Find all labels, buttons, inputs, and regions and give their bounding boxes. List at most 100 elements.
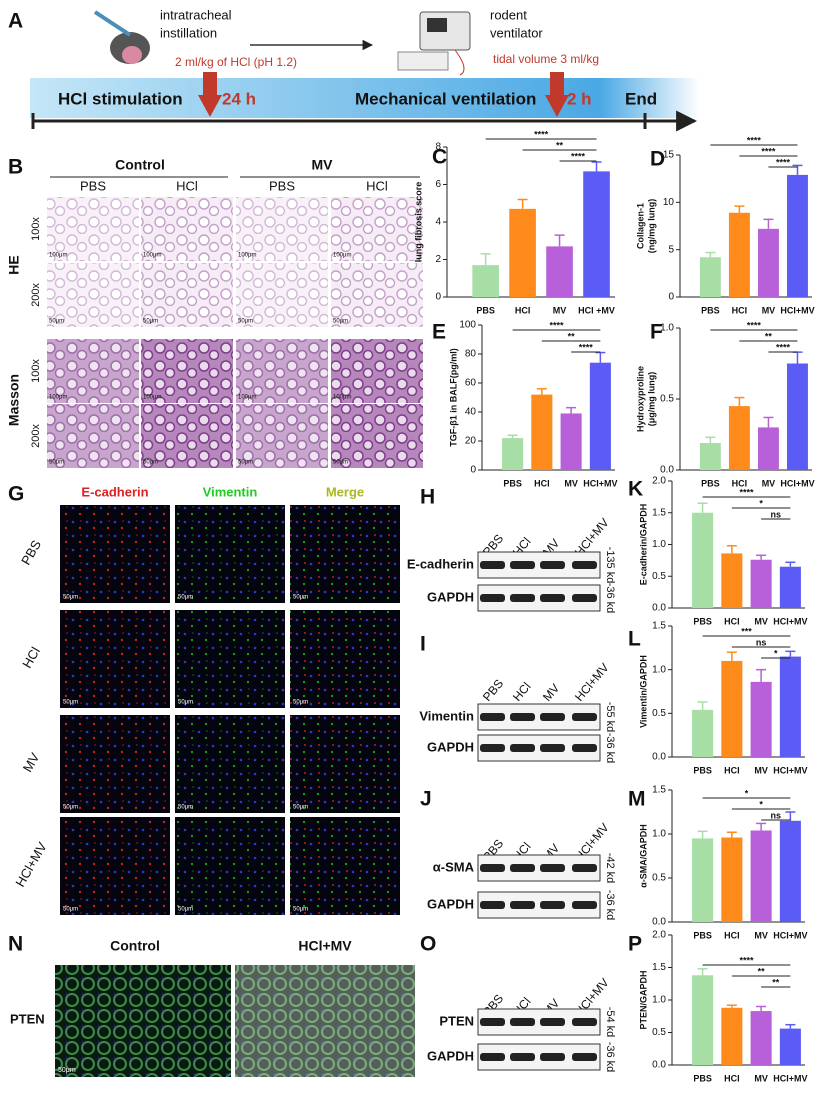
significance-label: **** [739,955,754,965]
magnification-label: 200x [30,424,42,448]
bar [750,681,772,757]
panel-letter: O [420,933,436,956]
fluorescence-image [290,817,400,915]
stage-duration: 24 h [222,89,256,108]
bar [583,171,610,297]
group-header: Control [110,938,160,954]
y-tick-label: 1.0 [652,995,666,1006]
blot-band [510,594,535,602]
x-tick-label: PBS [693,1073,712,1083]
dose-label: 2 ml/kg of HCl (pH 1.2) [175,55,297,69]
blot-band [480,713,505,721]
y-tick-label: 20 [465,436,477,447]
column-label: PBS [269,178,295,193]
significance-label: ** [556,140,564,150]
scale-bar-label: 100μm [238,253,256,259]
scale-bar-label: 100μm [333,395,351,401]
histology-image [331,339,423,403]
bar [757,427,779,470]
panel-letter: K [628,478,643,501]
y-tick-label: 1.5 [652,621,666,632]
tidal-label: tidal volume 3 ml/kg [493,52,599,66]
scale-bar-label: 50μm [63,907,78,913]
x-tick-label: HCI+MV [773,1073,807,1083]
y-tick-label: 0.5 [652,873,666,884]
stain-label: HE [6,255,22,274]
significance-label: ns [770,509,781,519]
x-tick-label: HCI [724,765,740,775]
histology-image [331,404,423,468]
scale-bar-label: 50μm [333,319,348,325]
x-tick-label: HCI+MV [773,616,807,626]
histology-image [331,263,423,327]
panel-letter: G [8,483,24,506]
fluorescence-image [55,965,231,1077]
group-header: HCl+MV [298,938,352,954]
x-tick-label: PBS [701,305,720,315]
bar [502,438,524,470]
kd-label: -36 kd [604,890,616,921]
blot-band [480,1053,505,1061]
x-tick-label: MV [754,765,768,775]
group-header: MV [312,157,334,173]
x-tick-label: PBS [503,478,522,488]
protein-label: GAPDH [427,589,474,604]
significance-label: **** [579,342,594,352]
stage-duration: 2 h [567,89,592,108]
blot-band [572,561,597,569]
timeline-band [30,78,700,118]
y-tick-label: 2.0 [652,476,666,487]
x-tick-label: PBS [701,478,720,488]
scale-bar-label: 50μm [63,805,78,811]
y-tick-label: 1.5 [652,507,666,518]
bar [757,228,779,297]
x-tick-label: HCI [732,478,748,488]
magnification-label: 100x [30,217,42,241]
blot-band [480,594,505,602]
stage-label: End [625,89,657,108]
blot-band [480,561,505,569]
bar [472,265,499,297]
fluorescence-image [60,817,170,915]
scale-bar-label: 50μm [293,907,308,913]
histology-image [141,197,233,261]
step-label: intratracheal [160,7,232,22]
marker-label: PTEN [10,1011,45,1026]
row-label: MV [20,750,43,775]
y-tick-label: 5 [668,244,674,255]
bar [728,406,750,470]
panel-letter: J [420,788,432,811]
scale-bar-label: 50μm [49,319,64,325]
y-tick-label: 0.0 [660,465,674,476]
y-tick-label: 0.0 [652,752,666,763]
y-tick-label: 2 [435,254,441,265]
significance-label: ** [568,331,576,341]
fluorescence-image [290,715,400,813]
channel-header: Merge [326,484,364,499]
fluorescence-image [175,505,285,603]
step-label: instillation [160,25,217,40]
scale-bar-label: 50μm [58,1067,76,1074]
panel-letter: H [420,486,435,509]
y-tick-label: 15 [663,150,675,161]
y-tick-label: 0.0 [652,917,666,928]
x-tick-label: HCI+MV [773,765,807,775]
bar [779,566,801,608]
histology-image [236,263,328,327]
row-label: HCl+MV [12,839,50,889]
y-tick-label: 2.0 [652,930,666,941]
blot-band [572,594,597,602]
y-tick-label: 1.0 [652,539,666,550]
blot-band [540,744,565,752]
y-tick-label: 0.0 [652,603,666,614]
fluorescence-image [175,715,285,813]
x-tick-label: MV [553,305,567,315]
x-tick-label: HCI+MV [773,930,807,940]
y-tick-label: 0 [435,292,441,303]
fluorescence-image [235,965,415,1077]
panel-letter: I [420,633,426,656]
blot-band [510,744,535,752]
scale-bar-label: 100μm [143,395,161,401]
lane-label: PBS [480,677,506,704]
